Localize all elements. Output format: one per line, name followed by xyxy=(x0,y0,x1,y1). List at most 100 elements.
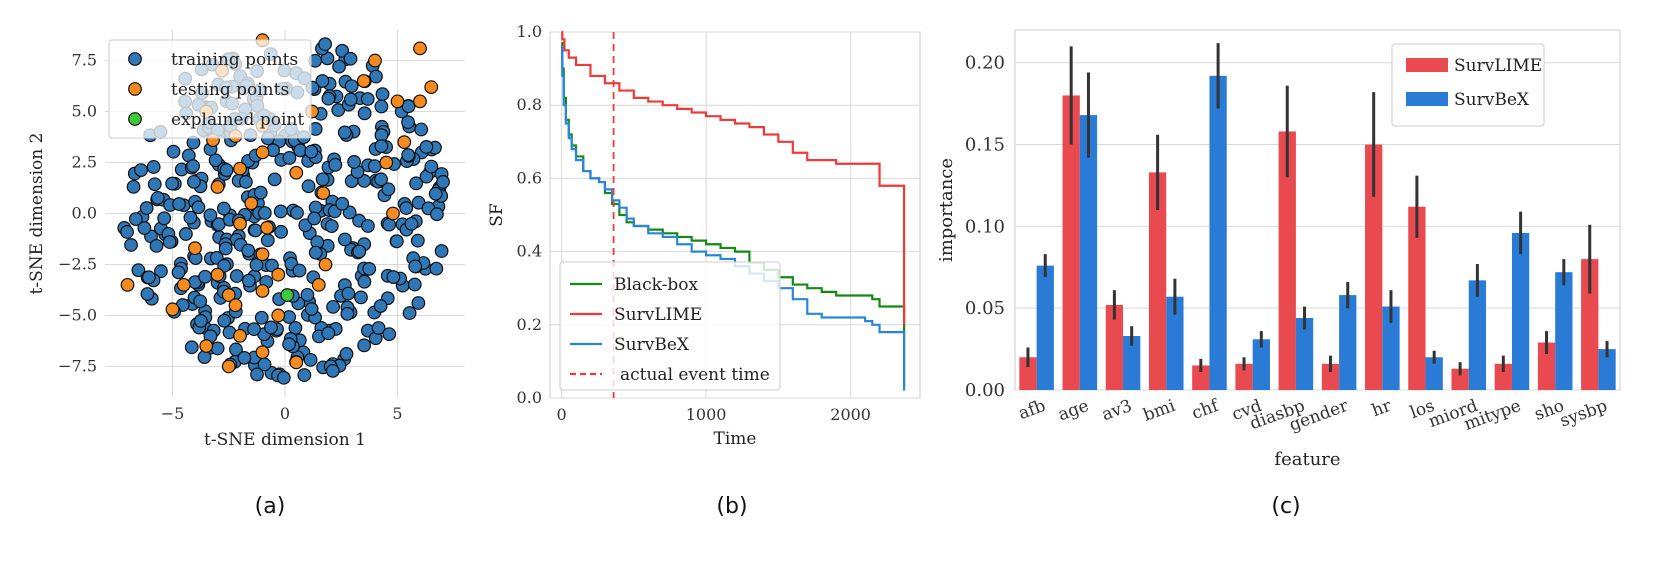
y-tick-label: 1.0 xyxy=(517,22,542,41)
training-point xyxy=(411,296,426,310)
testing-point xyxy=(316,186,331,201)
testing-point xyxy=(255,284,270,298)
bar-survlime xyxy=(1278,131,1296,391)
training-point xyxy=(339,347,354,361)
training-point xyxy=(137,221,152,235)
x-tick-label: afb xyxy=(1016,396,1049,424)
testing-point xyxy=(424,80,439,94)
testing-point xyxy=(271,308,286,323)
testing-point xyxy=(289,165,304,180)
testing-point xyxy=(255,145,270,160)
testing-point xyxy=(379,155,394,170)
training-point xyxy=(354,290,368,305)
training-point xyxy=(208,153,223,168)
training-point xyxy=(408,259,423,274)
training-point xyxy=(321,91,336,106)
bar-survbex xyxy=(1209,75,1227,391)
training-point xyxy=(357,106,372,121)
training-point xyxy=(300,287,315,302)
y-tick-label: 0.20 xyxy=(965,53,1005,74)
training-point xyxy=(264,320,278,335)
y-tick-label: 7.5 xyxy=(72,51,97,70)
bar-survlime xyxy=(1365,144,1383,390)
y-tick-label: 0.2 xyxy=(517,315,542,334)
legend: training points testing points explained p… xyxy=(108,39,312,139)
training-point xyxy=(347,155,362,169)
bar-survlime xyxy=(1148,172,1167,390)
training-point xyxy=(419,140,434,154)
bar-survlime xyxy=(1537,342,1556,390)
training-point xyxy=(324,219,339,234)
training-point xyxy=(276,370,291,385)
training-point xyxy=(254,310,269,325)
training-point xyxy=(401,115,415,130)
testing-point xyxy=(390,94,405,109)
training-point xyxy=(124,238,138,252)
bar-survlime xyxy=(1019,357,1037,390)
bar-survlime xyxy=(1581,259,1599,390)
testing-point xyxy=(221,288,236,302)
legend-label: SurvBeX xyxy=(614,335,690,355)
training-point xyxy=(150,190,165,205)
legend: SurvLIME SurvBeX xyxy=(1391,43,1545,127)
y-tick-label: 0.00 xyxy=(965,380,1005,401)
training-point xyxy=(140,287,155,301)
x-tick-label: hr xyxy=(1369,396,1395,422)
training-point xyxy=(429,261,444,276)
testing-point xyxy=(413,41,427,56)
training-point xyxy=(301,179,316,194)
training-point xyxy=(219,163,234,177)
training-point xyxy=(171,265,186,280)
training-point xyxy=(273,204,288,219)
training-point xyxy=(146,160,161,174)
x-tick-label: −5 xyxy=(161,404,185,423)
bar-survbex xyxy=(1425,357,1443,390)
bar-survbex xyxy=(1339,295,1357,390)
legend-marker xyxy=(128,82,142,96)
x-tick-label: age xyxy=(1055,396,1091,425)
bar-survlime xyxy=(1408,206,1426,390)
training-point xyxy=(237,350,252,365)
training-point xyxy=(407,277,422,292)
training-point xyxy=(360,92,375,106)
x-axis-label: t-SNE dimension 1 xyxy=(204,430,366,450)
training-point xyxy=(239,175,253,189)
training-point xyxy=(249,258,264,272)
training-point xyxy=(147,177,162,192)
y-tick-label: 5.0 xyxy=(72,102,97,121)
testing-point xyxy=(199,339,214,353)
bar-survbex xyxy=(1295,318,1314,390)
testing-point xyxy=(176,277,191,292)
legend-label: actual event time xyxy=(620,365,770,385)
tsne-scatter-chart: −5 0 5 −7.5 −5.0 −2.5 0.0 2.5 5.0 7.5 training poi… xyxy=(27,30,465,450)
training-point xyxy=(257,206,272,220)
training-point xyxy=(374,139,389,154)
training-point xyxy=(203,208,218,223)
training-point xyxy=(343,51,358,66)
training-point xyxy=(128,212,143,227)
training-point xyxy=(187,174,201,189)
training-point xyxy=(292,263,307,278)
bar-survbex xyxy=(1123,336,1141,390)
training-point xyxy=(193,294,208,309)
bar-survlime xyxy=(1494,363,1512,390)
x-tick-label: av3 xyxy=(1099,396,1135,425)
testing-point xyxy=(165,302,180,317)
training-point xyxy=(371,321,386,335)
training-point xyxy=(340,306,355,321)
series-line-survlime xyxy=(561,30,906,325)
training-point xyxy=(357,338,372,353)
training-point xyxy=(315,172,330,187)
training-point xyxy=(318,37,332,52)
training-point xyxy=(404,216,419,231)
training-point xyxy=(134,163,148,177)
training-point xyxy=(303,352,318,367)
x-tick-label: 0 xyxy=(280,404,290,423)
training-point xyxy=(260,233,275,248)
training-point xyxy=(410,233,425,248)
legend-label: training points xyxy=(171,50,298,70)
training-point xyxy=(304,302,319,316)
testing-point xyxy=(221,359,236,374)
y-tick-label: 0.8 xyxy=(517,95,542,114)
training-point xyxy=(341,286,356,301)
